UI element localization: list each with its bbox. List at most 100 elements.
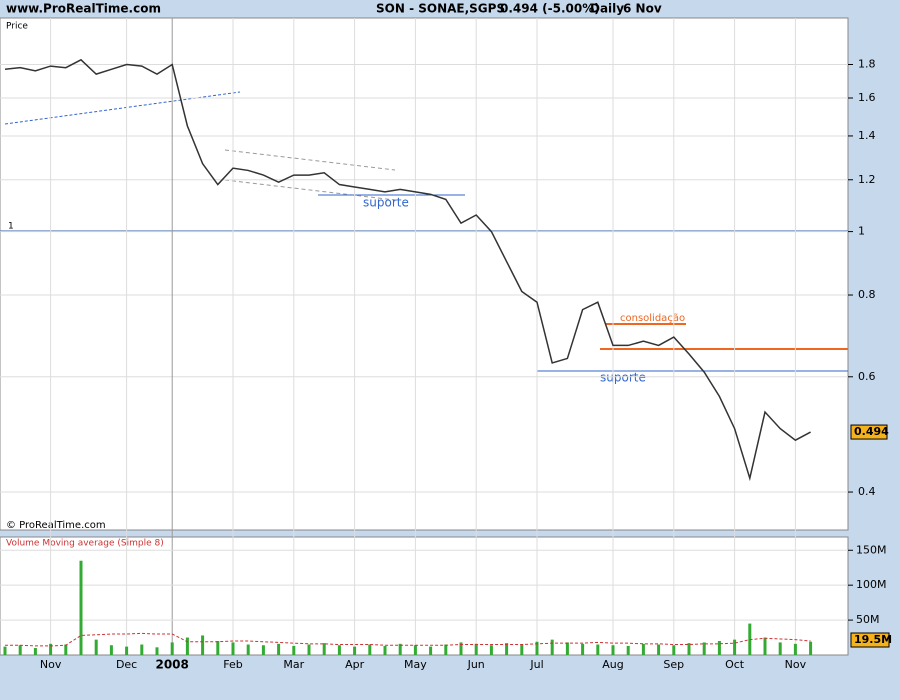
y-tick-label: 100M: [856, 578, 887, 591]
volume-bar: [444, 644, 448, 655]
annotation: suporte: [363, 196, 409, 210]
quote: 0.494 (-5.00%): [500, 2, 600, 16]
annotation: consolidação: [620, 313, 685, 324]
x-tick-label: Apr: [345, 658, 365, 671]
y-tick-label: 1.4: [858, 129, 876, 142]
volume-bar: [565, 642, 569, 655]
volume-bar: [717, 641, 721, 655]
y-tick-label: 1.6: [858, 91, 876, 104]
panel-label: Price: [6, 22, 28, 32]
volume-bar: [672, 645, 676, 655]
volume-bar: [353, 646, 357, 655]
x-tick-label: Nov: [785, 658, 807, 671]
last-value-box: [850, 424, 888, 440]
volume-bar: [277, 643, 281, 655]
y-tick-label: 150M: [856, 543, 887, 556]
volume-bar: [292, 645, 296, 655]
x-tick-label: Jul: [529, 658, 543, 671]
volume-bar: [641, 643, 645, 655]
volume-bar: [611, 645, 615, 655]
volume-bar: [79, 560, 83, 655]
last-value-label: 0.494: [854, 425, 889, 438]
x-tick-label: Jun: [467, 658, 485, 671]
price-panel: [0, 17, 849, 531]
volume-bar: [201, 635, 205, 655]
volume-bar: [368, 644, 372, 655]
volume-bar: [702, 642, 706, 655]
volume-bar: [535, 641, 539, 655]
channel-line: [224, 149, 396, 171]
volume-bar: [109, 645, 113, 655]
volume-bar: [307, 644, 311, 655]
volume-bar: [474, 643, 478, 655]
annotation: suporte: [600, 371, 646, 385]
x-tick-label: Oct: [725, 658, 745, 671]
x-tick-label: May: [404, 658, 427, 671]
annotation: 1: [8, 222, 14, 232]
volume-bar: [429, 646, 433, 655]
y-tick-label: 0.4: [858, 485, 876, 498]
volume-bar: [185, 637, 189, 655]
copyright: © ProRealTime.com: [6, 520, 106, 531]
volume-bar: [687, 643, 691, 655]
volume-bar: [596, 644, 600, 655]
y-tick-label: 0.8: [858, 288, 876, 301]
volume-bar: [125, 646, 129, 655]
volume-bar: [261, 645, 265, 655]
x-tick-label: 2008: [155, 658, 188, 672]
period: Daily: [590, 2, 624, 16]
volume-bar: [18, 645, 22, 655]
y-tick-label: 50M: [856, 613, 880, 626]
volume-bar: [140, 644, 144, 655]
last-value-box: [850, 632, 890, 648]
panel-label: Volume Moving average (Simple 8): [6, 539, 164, 549]
volume-bar: [793, 643, 797, 655]
volume-bar: [398, 643, 402, 655]
channel-line: [224, 179, 396, 201]
volume-bar: [505, 643, 509, 655]
volume-bar: [322, 643, 326, 655]
trend-line: [4, 91, 241, 125]
volume-bar: [581, 643, 585, 655]
volume-bar: [413, 645, 417, 655]
x-tick-label: Sep: [663, 658, 684, 671]
volume-bar: [657, 644, 661, 655]
y-tick-label: 1.2: [858, 173, 876, 186]
y-tick-label: 1.8: [858, 58, 876, 71]
instrument: SON - SONAE,SGPS: [376, 2, 505, 16]
volume-bar: [763, 637, 767, 655]
moving-average: [5, 632, 811, 647]
y-tick-label: 0.6: [858, 370, 876, 383]
volume-bar: [520, 644, 524, 655]
x-tick-label: Mar: [283, 658, 304, 671]
x-tick-label: Aug: [602, 658, 623, 671]
price-line: [4, 58, 811, 482]
x-tick-label: Dec: [116, 658, 137, 671]
volume-bar: [778, 642, 782, 655]
volume-bar: [246, 644, 250, 655]
volume-bar: [155, 647, 159, 655]
x-tick-label: Feb: [223, 658, 242, 671]
volume-bar: [733, 639, 737, 655]
volume-bar: [3, 646, 7, 655]
volume-bar: [489, 645, 493, 655]
volume-bar: [337, 645, 341, 655]
volume-bar: [94, 639, 98, 655]
last-value-label: 19.5M: [854, 633, 892, 646]
volume-bar: [459, 642, 463, 655]
volume-bar: [64, 644, 68, 655]
site: www.ProRealTime.com: [6, 2, 161, 16]
y-tick-label: 1: [858, 225, 865, 238]
volume-bar: [383, 645, 387, 655]
volume-bar: [550, 639, 554, 655]
volume-panel: [0, 536, 849, 656]
date: 6 Nov: [623, 2, 662, 16]
volume-bar: [216, 641, 220, 655]
volume-bar: [170, 642, 174, 655]
volume-bar: [809, 641, 813, 655]
volume-bar: [231, 642, 235, 655]
volume-bar: [49, 643, 53, 655]
volume-bar: [626, 645, 630, 655]
x-tick-label: Nov: [40, 658, 62, 671]
